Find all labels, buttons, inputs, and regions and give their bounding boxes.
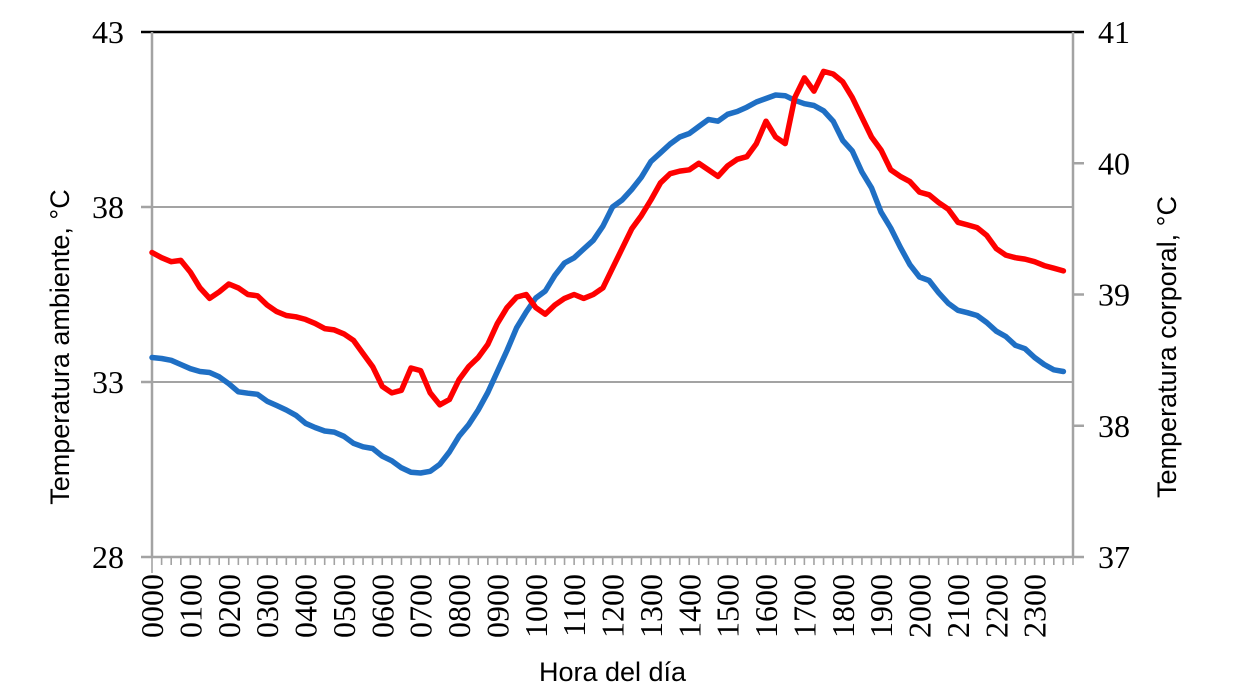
x-tick-label: 1200: [595, 574, 631, 638]
right-tick-label: 39: [1098, 277, 1130, 313]
x-tick-label: 0200: [211, 574, 247, 638]
series-ambiente: [149, 92, 1067, 476]
x-tick-label: 0700: [403, 574, 439, 638]
left-axis-title: Temperatura ambiente, °C: [45, 189, 75, 505]
right-tick-label: 40: [1098, 145, 1130, 181]
x-tick-label: 2000: [902, 574, 938, 638]
x-tick-label: 1600: [748, 574, 784, 638]
left-tick-label: 43: [92, 14, 124, 50]
right-tick-label: 37: [1098, 539, 1130, 575]
x-tick-label: 1400: [671, 574, 707, 638]
x-tick-label: 0100: [172, 574, 208, 638]
left-tick-label: 33: [92, 364, 124, 400]
right-tick-label: 38: [1098, 408, 1130, 444]
x-tick-label: 0000: [134, 574, 170, 638]
x-axis-title: Hora del día: [538, 657, 687, 687]
x-tick-label: 0600: [364, 574, 400, 638]
x-tick-label: 0900: [479, 574, 515, 638]
x-tick-label: 1300: [633, 574, 669, 638]
x-tick-label: 2200: [978, 574, 1014, 638]
x-tick-label: 1000: [518, 574, 554, 638]
left-tick-label: 28: [92, 539, 124, 575]
x-tick-label: 1900: [863, 574, 899, 638]
right-axis-title: Temperatura corporal, °C: [1152, 196, 1182, 498]
x-tick-label: 2100: [940, 574, 976, 638]
x-tick-label: 1500: [710, 574, 746, 638]
series-corporal: [149, 68, 1067, 408]
left-tick-label: 38: [92, 189, 124, 225]
x-tick-label: 2300: [1017, 574, 1053, 638]
right-tick-label: 41: [1098, 14, 1130, 50]
x-tick-label: 1800: [825, 574, 861, 638]
x-tick-label: 0400: [288, 574, 324, 638]
x-tick-label: 1100: [556, 574, 592, 637]
x-tick-label: 0500: [326, 574, 362, 638]
x-tick-label: 1700: [786, 574, 822, 638]
x-tick-label: 0800: [441, 574, 477, 638]
x-tick-label: 0300: [249, 574, 285, 638]
